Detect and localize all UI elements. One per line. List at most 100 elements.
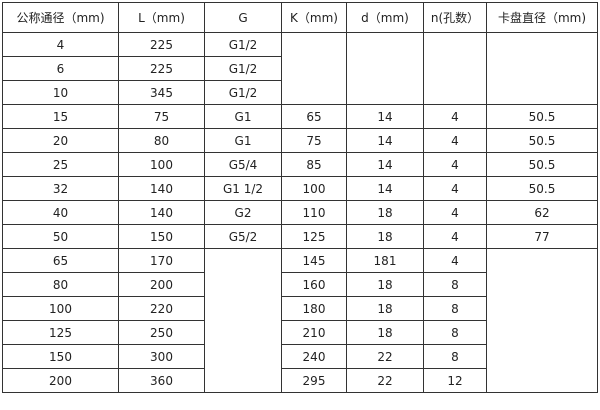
cell-length-l: 225 (118, 56, 205, 81)
cell-length-l: 220 (118, 296, 205, 321)
header-nominal-diameter: 公称通径（mm) (2, 2, 119, 33)
cell-nominal-diameter: 200 (2, 368, 119, 393)
cell-length-l: 80 (118, 128, 205, 153)
table-row: 50 150 G5/2 125 18 4 77 (2, 224, 598, 249)
cell-hole-d: 181 (346, 248, 424, 273)
cell-chuck-diameter: 50.5 (486, 104, 598, 129)
table-row: 125 250 210 18 8 (2, 320, 598, 345)
cell-thread-g (204, 248, 282, 393)
table-row: 80 200 160 18 8 (2, 272, 598, 297)
cell-thread-g: G5/4 (204, 152, 282, 177)
cell-nominal-diameter: 125 (2, 320, 119, 345)
cell-k-diameter: 110 (281, 200, 347, 225)
header-hole-d: d（mm) (346, 2, 424, 33)
cell-hole-d: 14 (346, 128, 424, 153)
header-chuck-diameter: 卡盘直径（mm) (486, 2, 598, 33)
table-row: 25 100 G5/4 85 14 4 50.5 (2, 152, 598, 177)
cell-k-diameter: 180 (281, 296, 347, 321)
cell-length-l: 360 (118, 368, 205, 393)
cell-hole-count-n: 4 (423, 104, 487, 129)
header-hole-count-n: n(孔数） (423, 2, 487, 33)
cell-hole-count-n: 4 (423, 248, 487, 273)
cell-chuck-diameter: 50.5 (486, 128, 598, 153)
table-row: 150 300 240 22 8 (2, 344, 598, 369)
cell-k-diameter: 75 (281, 128, 347, 153)
cell-length-l: 170 (118, 248, 205, 273)
cell-hole-count-n: 4 (423, 200, 487, 225)
cell-k-diameter: 85 (281, 152, 347, 177)
cell-hole-d: 22 (346, 368, 424, 393)
table-row: 6 225 G1/2 (2, 56, 598, 81)
cell-hole-count-n: 8 (423, 320, 487, 345)
cell-nominal-diameter: 40 (2, 200, 119, 225)
table-row: 4 225 G1/2 (2, 32, 598, 105)
cell-nominal-diameter: 20 (2, 128, 119, 153)
cell-k-diameter: 210 (281, 320, 347, 345)
header-length-l: L（mm) (118, 2, 205, 33)
header-row: 公称通径（mm) L（mm) G K（mm) d（mm) n(孔数） 卡盘直径（mm) (2, 2, 598, 33)
table-row: 15 75 G1 65 14 4 50.5 (2, 104, 598, 129)
table-row: 32 140 G1 1/2 100 14 4 50.5 (2, 176, 598, 201)
cell-length-l: 140 (118, 176, 205, 201)
cell-nominal-diameter: 150 (2, 344, 119, 369)
cell-hole-count-n: 4 (423, 128, 487, 153)
cell-length-l: 300 (118, 344, 205, 369)
cell-nominal-diameter: 80 (2, 272, 119, 297)
cell-length-l: 140 (118, 200, 205, 225)
table-row: 65 170 145 181 4 (2, 248, 598, 393)
cell-hole-count-n: 8 (423, 296, 487, 321)
cell-k-diameter: 65 (281, 104, 347, 129)
cell-hole-d: 14 (346, 152, 424, 177)
cell-nominal-diameter: 6 (2, 56, 119, 81)
cell-hole-d: 18 (346, 200, 424, 225)
cell-length-l: 100 (118, 152, 205, 177)
cell-k-diameter: 145 (281, 248, 347, 273)
cell-nominal-diameter: 4 (2, 32, 119, 57)
cell-chuck-diameter: 50.5 (486, 176, 598, 201)
cell-length-l: 250 (118, 320, 205, 345)
cell-hole-d: 18 (346, 296, 424, 321)
cell-thread-g: G1 (204, 128, 282, 153)
cell-nominal-diameter: 50 (2, 224, 119, 249)
table-row: 20 80 G1 75 14 4 50.5 (2, 128, 598, 153)
cell-hole-count-n: 4 (423, 224, 487, 249)
cell-thread-g: G2 (204, 200, 282, 225)
cell-length-l: 200 (118, 272, 205, 297)
cell-chuck-diameter: 77 (486, 224, 598, 249)
cell-nominal-diameter: 15 (2, 104, 119, 129)
cell-thread-g: G1/2 (204, 56, 282, 81)
cell-thread-g: G1 (204, 104, 282, 129)
header-k-diameter: K（mm) (281, 2, 347, 33)
cell-thread-g: G1 1/2 (204, 176, 282, 201)
cell-length-l: 345 (118, 80, 205, 105)
cell-length-l: 225 (118, 32, 205, 57)
cell-hole-d: 22 (346, 344, 424, 369)
cell-length-l: 150 (118, 224, 205, 249)
cell-hole-d: 14 (346, 104, 424, 129)
cell-hole-d: 18 (346, 320, 424, 345)
cell-hole-count-n: 8 (423, 344, 487, 369)
cell-nominal-diameter: 25 (2, 152, 119, 177)
cell-hole-count-n: 8 (423, 272, 487, 297)
cell-k-diameter: 125 (281, 224, 347, 249)
cell-thread-g: G1/2 (204, 32, 282, 57)
cell-k-diameter (281, 32, 347, 105)
table-row: 200 360 295 22 12 (2, 368, 598, 393)
table-row: 40 140 G2 110 18 4 62 (2, 200, 598, 225)
cell-nominal-diameter: 10 (2, 80, 119, 105)
header-thread-g: G (204, 2, 282, 33)
cell-chuck-diameter: 50.5 (486, 152, 598, 177)
cell-nominal-diameter: 65 (2, 248, 119, 273)
cell-k-diameter: 160 (281, 272, 347, 297)
cell-hole-d: 14 (346, 176, 424, 201)
cell-k-diameter: 295 (281, 368, 347, 393)
cell-hole-count-n: 4 (423, 176, 487, 201)
cell-hole-d: 18 (346, 224, 424, 249)
cell-chuck-diameter: 62 (486, 200, 598, 225)
cell-hole-d (346, 32, 424, 105)
cell-thread-g: G5/2 (204, 224, 282, 249)
cell-nominal-diameter: 100 (2, 296, 119, 321)
cell-k-diameter: 240 (281, 344, 347, 369)
cell-hole-count-n: 12 (423, 368, 487, 393)
